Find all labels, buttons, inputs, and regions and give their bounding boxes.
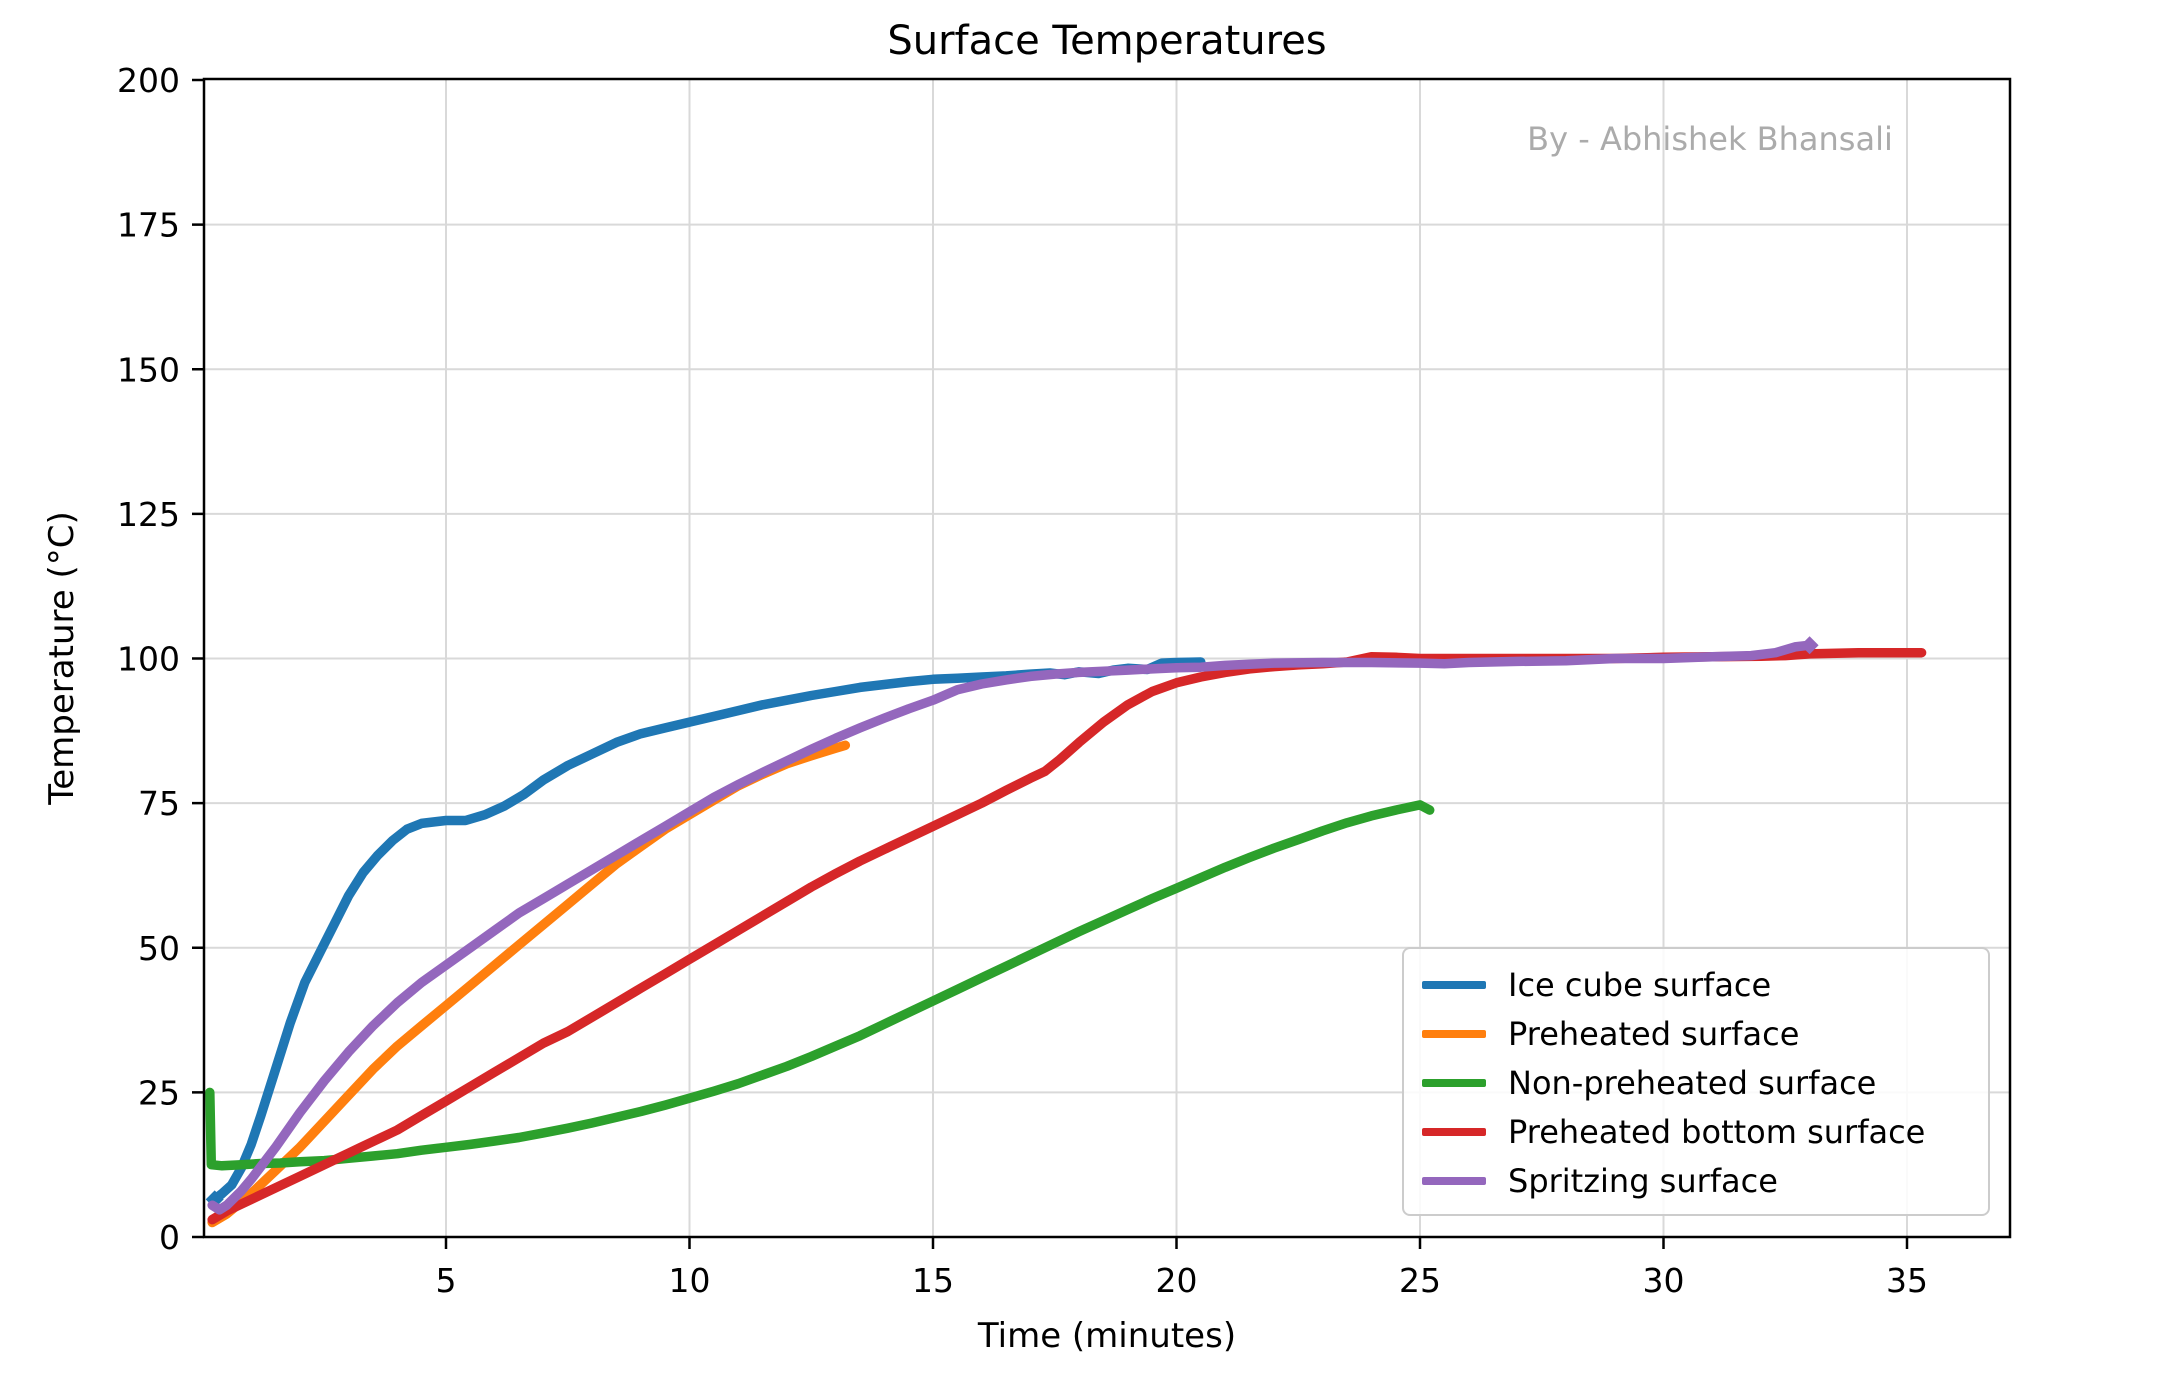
legend-label: Spritzing surface bbox=[1508, 1161, 1778, 1200]
legend-line-swatch bbox=[1422, 1029, 1486, 1038]
y-axis-label: Temperature (°C) bbox=[42, 511, 82, 805]
y-tick-label-100: 100 bbox=[117, 640, 180, 679]
series-marker-spritzing-surface bbox=[1800, 636, 1819, 655]
x-tick-label-25: 25 bbox=[1399, 1261, 1441, 1300]
series-line-ice-cube-surface bbox=[209, 657, 1206, 1205]
x-tick-label-5: 5 bbox=[436, 1261, 457, 1300]
y-tick-label-150: 150 bbox=[117, 350, 180, 389]
y-tick-label-125: 125 bbox=[117, 495, 180, 534]
y-tick-label-0: 0 bbox=[159, 1218, 180, 1257]
series-line-non-preheated-surface bbox=[205, 800, 1435, 1171]
legend-item-ice-cube-surface: Ice cube surface bbox=[1422, 960, 1988, 1009]
x-tick-label-10: 10 bbox=[669, 1261, 711, 1300]
y-tick-label-25: 25 bbox=[138, 1073, 180, 1112]
y-tick-label-75: 75 bbox=[138, 784, 180, 823]
legend-item-preheated-bottom-surface: Preheated bottom surface bbox=[1422, 1107, 1988, 1156]
legend-item-preheated-surface: Preheated surface bbox=[1422, 1009, 1988, 1058]
x-tick-label-15: 15 bbox=[912, 1261, 954, 1300]
legend-line-swatch bbox=[1422, 1127, 1486, 1136]
legend-label: Preheated bottom surface bbox=[1508, 1112, 1926, 1151]
legend-item-non-preheated-surface: Non-preheated surface bbox=[1422, 1058, 1988, 1107]
y-tick-label-175: 175 bbox=[117, 206, 180, 245]
y-tick-label-200: 200 bbox=[117, 61, 180, 100]
legend-line-swatch bbox=[1422, 1176, 1486, 1185]
byline-annotation: By - Abhishek Bhansali bbox=[1527, 120, 1893, 158]
legend-label: Non-preheated surface bbox=[1508, 1063, 1877, 1102]
x-tick-label-30: 30 bbox=[1643, 1261, 1685, 1300]
legend-label: Preheated surface bbox=[1508, 1014, 1800, 1053]
y-tick-label-50: 50 bbox=[138, 929, 180, 968]
x-axis-label: Time (minutes) bbox=[977, 1316, 1237, 1356]
legend-item-spritzing-surface: Spritzing surface bbox=[1422, 1156, 1988, 1205]
chart-title: Surface Temperatures bbox=[887, 18, 1327, 64]
legend-line-swatch bbox=[1422, 1078, 1486, 1087]
legend-label: Ice cube surface bbox=[1508, 965, 1772, 1004]
series-line-spritzing-surface bbox=[207, 640, 1815, 1215]
legend-line-swatch bbox=[1422, 980, 1486, 989]
x-tick-label-35: 35 bbox=[1886, 1261, 1928, 1300]
legend: Ice cube surface Preheated surface Non-pre… bbox=[1402, 947, 1990, 1216]
x-tick-label-20: 20 bbox=[1156, 1261, 1198, 1300]
